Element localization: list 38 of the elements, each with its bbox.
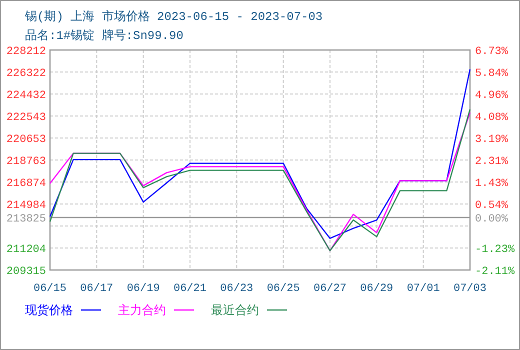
- y-tick-label: 213825: [6, 213, 46, 226]
- y2-tick-label: 2.31%: [475, 156, 508, 168]
- x-tick-label: 06/15: [33, 283, 67, 295]
- legend-label: 最近合约: [211, 304, 259, 318]
- legend-label: 主力合约: [118, 303, 166, 318]
- y2-tick-label: 5.84%: [475, 68, 508, 80]
- x-tick-label: 06/23: [220, 283, 254, 295]
- legend-label: 现货价格: [25, 304, 73, 318]
- y-tick-label: 228212: [6, 46, 46, 58]
- x-tick-label: 06/19: [126, 283, 160, 295]
- y2-tick-label: 0.00%: [475, 213, 508, 226]
- y-tick-label: 214984: [6, 200, 46, 212]
- y-tick-label: 209315: [6, 266, 46, 278]
- y2-tick-label: 3.19%: [475, 134, 508, 146]
- y2-tick-label: 4.08%: [475, 112, 508, 124]
- x-tick-label: 06/27: [313, 283, 347, 295]
- x-tick-label: 06/17: [80, 283, 114, 295]
- y2-tick-label: -1.23%: [475, 244, 516, 256]
- line-series: [49, 68, 471, 239]
- y-tick-label: 211204: [6, 244, 46, 256]
- x-tick-label: 06/29: [360, 283, 394, 295]
- y-tick-label: 218763: [6, 156, 46, 168]
- x-tick-label: 06/25: [266, 283, 300, 295]
- y2-tick-label: -2.11%: [475, 266, 516, 278]
- x-tick-label: 06/21: [173, 283, 207, 295]
- x-tick-label: 07/03: [453, 283, 487, 295]
- y2-tick-label: 4.96%: [475, 90, 508, 102]
- chart-title: 锡(期) 上海 市场价格 2023-06-15 - 2023-07-03: [24, 9, 323, 24]
- chart-subtitle: 品名:1#锡锭 牌号:Sn99.90: [25, 29, 184, 43]
- y-tick-label: 216874: [6, 178, 46, 190]
- y2-tick-label: 1.43%: [475, 178, 508, 190]
- y-tick-label: 224432: [6, 90, 46, 102]
- y-tick-label: 220653: [6, 134, 46, 146]
- y-tick-label: 226322: [6, 68, 46, 80]
- y-tick-label: 222543: [6, 112, 46, 124]
- y2-tick-label: 0.54%: [475, 200, 508, 212]
- y2-tick-label: 6.73%: [475, 46, 508, 58]
- x-tick-label: 07/01: [406, 283, 440, 295]
